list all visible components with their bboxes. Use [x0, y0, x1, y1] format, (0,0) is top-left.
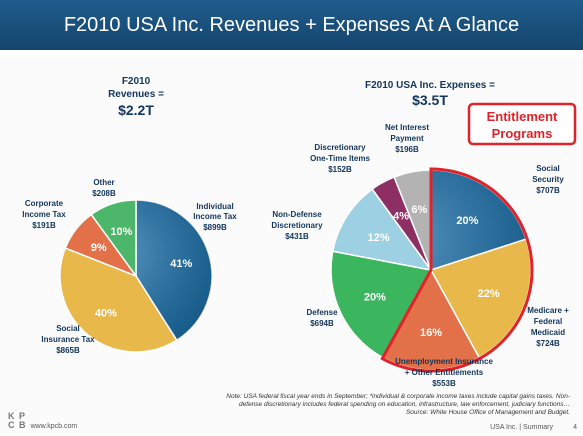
label-amount: $707B: [536, 186, 560, 195]
footnote-source: Source: White House Office of Management…: [405, 409, 570, 416]
expense-label-non-defense: Non-Defense Discretionary $431B: [271, 210, 323, 241]
footer-section: USA Inc. | Summary: [490, 424, 553, 431]
expense-label-medicare: Medicare + Federal Medicaid $724B: [527, 306, 569, 348]
label-line: Medicaid: [531, 328, 565, 337]
pie-percent-label: 40%: [95, 307, 117, 319]
revenue-total: $2.2T: [118, 102, 154, 118]
charts-svg: F2010 Revenues = $2.2T F2010 USA Inc. Ex…: [22, 76, 577, 388]
label-amount: $431B: [285, 232, 309, 241]
revenue-title-line1: F2010: [122, 76, 151, 87]
label-amount: $553B: [432, 379, 456, 388]
pie-slice-other: [90, 199, 137, 279]
entitlement-box: [467, 102, 577, 146]
footer-url[interactable]: www.kpcb.com: [30, 423, 78, 430]
label-amount: $208B: [92, 189, 116, 198]
pie-percent-label: 6%: [411, 204, 427, 216]
footer-brand: K P C B www.kpcb.com: [8, 412, 78, 431]
footnote-line2: defense discretionary includes federal s…: [239, 401, 570, 408]
label-line: Income Tax: [193, 212, 237, 221]
expense-label-defense: Defense $694B: [306, 308, 338, 328]
entitlement-label-line1: Entitlement: [487, 109, 558, 124]
pie-percent-label: 41%: [170, 258, 192, 270]
label-line: One-Time Items: [310, 154, 370, 163]
pie-slice-defense: [330, 250, 433, 359]
expense-label-net-interest: Net Interest Payment $196B: [385, 123, 429, 154]
logo-line2: C B: [8, 420, 27, 430]
label-amount: $152B: [328, 165, 352, 174]
label-line: Non-Defense: [272, 210, 322, 219]
label-line: Discretionary: [271, 221, 323, 230]
revenue-title-line2: Revenues =: [108, 89, 164, 100]
label-line: Income Tax: [22, 210, 66, 219]
revenue-label-social-insurance: Social Insurance Tax $865B: [41, 324, 95, 355]
label-line: Net Interest: [385, 123, 429, 132]
label-amount: $191B: [32, 221, 56, 230]
label-amount: $865B: [56, 346, 80, 355]
label-line: Security: [532, 175, 564, 184]
label-amount: $694B: [310, 319, 334, 328]
label-line: Social: [56, 324, 80, 333]
label-amount: $899B: [203, 223, 227, 232]
entitlement-label-line2: Programs: [492, 126, 553, 141]
label-line: Insurance Tax: [41, 335, 95, 344]
revenue-label-other: Other $208B: [92, 178, 116, 198]
label-line: Federal: [534, 317, 562, 326]
label-amount: $196B: [395, 145, 419, 154]
label-line: Other: [93, 178, 114, 187]
slide-title: F2010 USA Inc. Revenues + Expenses At A …: [0, 0, 583, 50]
label-line: Individual: [196, 202, 233, 211]
label-line: Corporate: [25, 199, 64, 208]
expense-label-unemployment: Unemployment Insurance + Other Entitleme…: [395, 357, 493, 388]
revenue-pie: 41% 40% 9%10%: [59, 199, 213, 353]
expense-pie: 20% 22% 16% 20% 12%4%6%: [330, 167, 534, 373]
pie-percent-label: 22%: [478, 288, 500, 300]
revenue-label-corporate: Corporate Income Tax $191B: [22, 199, 66, 230]
pie-percent-label: 20%: [364, 291, 386, 303]
chart-area: F2010 Revenues = $2.2T F2010 USA Inc. Ex…: [0, 58, 583, 434]
pie-percent-label: 12%: [368, 232, 390, 244]
label-line: Payment: [390, 134, 424, 143]
label-line: Discretionary: [314, 143, 366, 152]
pie-percent-label: 10%: [110, 226, 132, 238]
revenue-label-individual: Individual Income Tax $899B: [193, 202, 237, 232]
label-line: + Other Entitlements: [405, 368, 484, 377]
expense-total: $3.5T: [412, 92, 448, 108]
expense-label-one-time: Discretionary One-Time Items $152B: [310, 143, 370, 174]
expense-title-line1: F2010 USA Inc. Expenses =: [365, 80, 495, 91]
page-number: 4: [573, 424, 577, 431]
pie-slice-social-insurance-tax: [59, 247, 178, 353]
label-amount: $724B: [536, 339, 560, 348]
label-line: Social: [536, 164, 560, 173]
label-line: Medicare +: [527, 306, 569, 315]
pie-slice-non-defense-discretionary: [331, 188, 433, 272]
entitlement-callout: Entitlement Programs: [467, 102, 577, 146]
footnote-line1: Note: USA federal fiscal year ends in Se…: [226, 393, 570, 400]
label-line: Unemployment Insurance: [395, 357, 493, 366]
pie-percent-label: 9%: [91, 242, 107, 254]
entitlement-outline: [380, 167, 534, 373]
expense-label-social-security: Social Security $707B: [532, 164, 564, 195]
kpcb-logo: K P C B: [8, 412, 27, 430]
label-line: Defense: [306, 308, 338, 317]
pie-percent-label: 4%: [393, 211, 409, 223]
footnote: Note: USA federal fiscal year ends in Se…: [160, 393, 570, 417]
pie-percent-label: 20%: [456, 215, 478, 227]
pie-percent-label: 16%: [420, 327, 442, 339]
logo-line1: K P: [8, 411, 27, 421]
